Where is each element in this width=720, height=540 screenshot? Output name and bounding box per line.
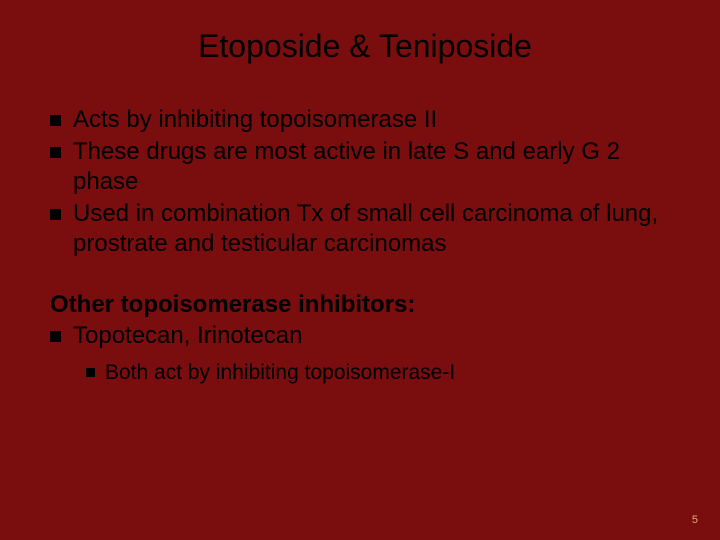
sub-heading: Other topoisomerase inhibitors: bbox=[50, 291, 680, 319]
main-bullet-list: Acts by inhibiting topoisomerase II Thes… bbox=[50, 105, 680, 259]
square-bullet-icon bbox=[50, 209, 61, 220]
square-bullet-icon bbox=[50, 147, 61, 158]
slide-title: Etoposide & Teniposide bbox=[50, 28, 680, 65]
square-bullet-icon bbox=[86, 368, 95, 377]
nested-bullet-list: Both act by inhibiting topoisomerase-I bbox=[86, 359, 680, 386]
list-item: These drugs are most active in late S an… bbox=[50, 137, 680, 197]
list-item: Acts by inhibiting topoisomerase II bbox=[50, 105, 680, 135]
list-item: Both act by inhibiting topoisomerase-I bbox=[86, 359, 680, 386]
bullet-text: Used in combination Tx of small cell car… bbox=[73, 199, 680, 259]
secondary-bullet-list: Topotecan, Irinotecan bbox=[50, 321, 680, 351]
bullet-text: Acts by inhibiting topoisomerase II bbox=[73, 105, 680, 135]
square-bullet-icon bbox=[50, 115, 61, 126]
page-number: 5 bbox=[692, 514, 698, 526]
bullet-text: Both act by inhibiting topoisomerase-I bbox=[105, 359, 455, 386]
square-bullet-icon bbox=[50, 331, 61, 342]
slide-container: Etoposide & Teniposide Acts by inhibitin… bbox=[0, 0, 720, 540]
list-item: Topotecan, Irinotecan bbox=[50, 321, 680, 351]
bullet-text: Topotecan, Irinotecan bbox=[73, 321, 680, 351]
bullet-text: These drugs are most active in late S an… bbox=[73, 137, 680, 197]
list-item: Used in combination Tx of small cell car… bbox=[50, 199, 680, 259]
